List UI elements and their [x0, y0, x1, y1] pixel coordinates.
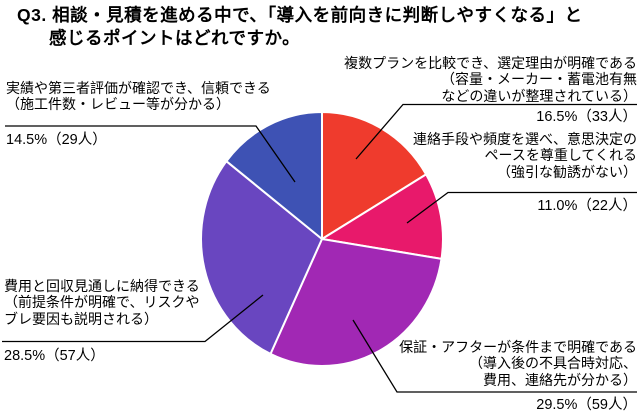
chart-title: Q3. 相談・見積を進める中で、「導入を前向きに判断しやすくなる」と 感じるポイ… — [17, 4, 582, 50]
callout-plan-comparison-value: 16.5%（33人） — [536, 109, 637, 125]
leader-line-track-record — [5, 125, 296, 183]
callout-warranty-clarity-value: 29.5%（59人） — [536, 397, 637, 413]
callout-warranty-clarity: 保証・アフターが条件まで明確である （導入後の不具合時対応、 費用、連絡先が分か… — [399, 339, 637, 388]
callout-line: などの違いが整理されている） — [441, 87, 637, 104]
callout-line: （強引な勧誘がない） — [497, 163, 637, 180]
callout-line: （導入後の不具合時対応、 — [469, 355, 637, 372]
pie-slice-contact-pace — [321, 173, 444, 260]
callout-line: 保証・アフターが条件まで明確である — [399, 339, 637, 355]
leader-line-plan-comparison — [355, 103, 637, 160]
callout-line: （容量・メーカー・蓄電池有無 — [441, 71, 637, 88]
callout-line: （施工件数・レビュー等が分かる） — [6, 96, 230, 113]
callout-track-record: 実績や第三者評価が確認でき、信頼できる （施工件数・レビュー等が分かる） — [6, 80, 271, 113]
pie-slice-cost-payback — [200, 160, 323, 355]
chart-title-line2: 感じるポイントはどれですか。 — [49, 28, 301, 48]
callout-track-record-value: 14.5%（29人） — [6, 132, 107, 148]
callout-line: ブレ要因も説明される） — [4, 310, 158, 327]
pie-slice-track-record — [225, 111, 323, 240]
callout-line: ペースを尊重してくれる — [484, 147, 637, 164]
callout-cost-payback: 費用と回収見通しに納得できる （前提条件が明確で、リスクや ブレ要因も説明される… — [4, 278, 200, 327]
callout-contact-pace-value: 11.0%（22人） — [537, 198, 637, 214]
callout-cost-payback-value: 28.5%（57人） — [4, 348, 105, 364]
callout-line: 費用、連絡先が分かる） — [483, 371, 637, 388]
callout-line: 費用と回収見通しに納得できる — [4, 278, 200, 294]
chart-title-line1: Q3. 相談・見積を進める中で、「導入を前向きに判断しやすくなる」と — [17, 5, 583, 25]
leader-line-warranty-clarity — [352, 319, 637, 393]
callout-line: 連絡手段や頻度を選べ、意思決定の — [413, 131, 637, 147]
pie-slice-warranty-clarity — [269, 238, 443, 367]
leader-line-contact-pace — [406, 191, 637, 224]
callout-line: 実績や第三者評価が確認でき、信頼できる — [6, 80, 271, 96]
callout-plan-comparison: 複数プランを比較でき、選定理由が明確である （容量・メーカー・蓄電池有無 などの… — [344, 55, 637, 104]
leader-line-cost-payback — [2, 294, 264, 343]
callout-contact-pace: 連絡手段や頻度を選べ、意思決定の ペースを尊重してくれる （強引な勧誘がない） — [413, 131, 637, 180]
callout-line: 複数プランを比較でき、選定理由が明確である — [344, 55, 637, 71]
callout-line: （前提条件が明確で、リスクや — [4, 294, 200, 311]
